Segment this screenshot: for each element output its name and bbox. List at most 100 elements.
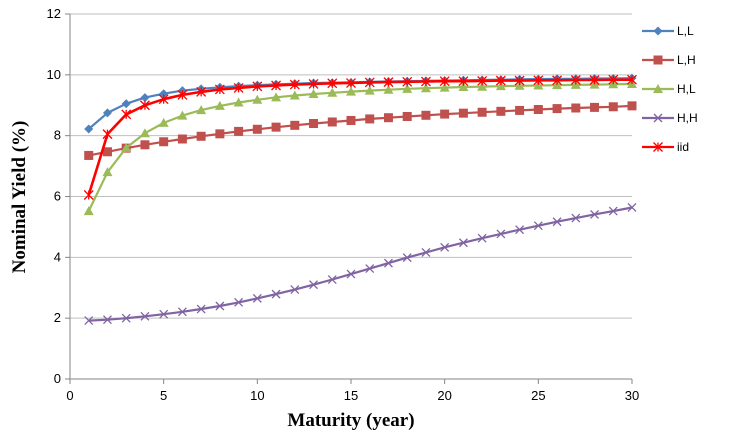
data-point-h-h <box>365 264 375 274</box>
data-point-h-h <box>177 307 187 317</box>
data-point-iid <box>570 75 581 85</box>
data-point-iid <box>514 75 525 86</box>
data-point-h-l <box>458 82 469 91</box>
data-point-iid <box>271 80 282 91</box>
data-point-l-h <box>140 140 150 150</box>
y-tick-label: 2 <box>54 310 61 325</box>
x-axis-title: Maturity (year) <box>287 410 414 431</box>
data-point-h-h <box>103 315 112 325</box>
data-point-l-h <box>552 104 562 114</box>
data-point-iid <box>533 75 544 86</box>
data-point-iid <box>233 82 244 93</box>
data-point-h-h <box>496 229 506 239</box>
data-point-iid <box>289 79 300 90</box>
data-point-h-l <box>233 97 244 107</box>
y-tick-label: 12 <box>47 6 61 21</box>
axes <box>65 13 633 384</box>
data-point-h-h <box>533 221 543 231</box>
data-point-iid <box>495 75 506 86</box>
x-tick-label: 30 <box>625 388 639 403</box>
data-point-l-h <box>421 110 431 120</box>
data-point-iid <box>608 74 619 85</box>
data-point-h-l <box>533 80 544 90</box>
legend-marker <box>653 84 663 93</box>
data-point-h-l <box>308 88 319 98</box>
data-point-l-h <box>440 109 450 119</box>
data-point-h-l <box>252 94 263 104</box>
legend: L,L L,H H,L H,H iid <box>642 24 698 154</box>
series-l-h <box>84 101 637 160</box>
series-line-h-l <box>87 82 633 212</box>
data-point-h-l <box>289 90 300 100</box>
data-point-iid <box>383 77 394 88</box>
y-axis-title: Nominal Yield (%) <box>9 121 30 274</box>
data-point-iid <box>346 78 356 89</box>
data-point-iid <box>252 81 263 92</box>
data-point-h-h <box>234 297 244 307</box>
legend-label: L,L <box>677 24 694 38</box>
data-point-h-h <box>477 233 487 243</box>
legend-label: L,H <box>677 53 696 67</box>
legend-label: H,H <box>677 111 698 125</box>
data-point-h-h <box>140 311 150 321</box>
data-point-h-h <box>515 225 525 235</box>
data-point-iid <box>327 78 338 89</box>
data-point-h-l <box>346 86 356 96</box>
data-point-h-l <box>383 84 394 94</box>
data-point-l-h <box>252 124 262 134</box>
data-point-h-h <box>627 202 637 212</box>
tick-labels: 0 2 4 6 8 10 12 0 5 10 15 20 25 30 <box>47 6 640 403</box>
data-point-iid <box>139 100 150 111</box>
data-point-l-h <box>590 102 600 112</box>
gridlines <box>70 13 632 319</box>
data-point-h-l <box>327 87 338 97</box>
series-h-h <box>84 202 637 326</box>
data-point-h-l <box>158 117 169 127</box>
data-point-l-h <box>402 112 412 122</box>
data-point-iid <box>121 109 132 120</box>
data-point-l-h <box>309 119 319 128</box>
legend-marker <box>653 55 663 65</box>
data-point-h-h <box>159 309 169 319</box>
series-line-l-h <box>88 104 633 157</box>
data-point-l-h <box>234 126 244 136</box>
data-point-h-h <box>290 285 300 295</box>
series-line-iid <box>87 78 632 196</box>
series-layer <box>83 73 637 326</box>
x-tick-label: 0 <box>66 388 73 403</box>
data-point-h-l <box>495 81 506 91</box>
data-point-h-h <box>608 206 618 216</box>
series-iid <box>83 74 637 200</box>
data-point-l-h <box>627 101 637 111</box>
data-point-l-h <box>365 114 375 124</box>
y-tick-label: 6 <box>54 189 61 204</box>
data-point-iid <box>364 77 375 88</box>
legend-item-h-l: H,L <box>642 82 696 96</box>
data-point-l-h <box>177 134 187 144</box>
x-tick-label: 15 <box>344 388 358 403</box>
data-point-h-l <box>402 83 413 93</box>
data-point-l-h <box>515 105 525 115</box>
legend-label: H,L <box>677 82 696 96</box>
data-point-h-h <box>121 313 131 323</box>
data-point-h-l <box>214 100 225 110</box>
data-point-iid <box>458 76 469 87</box>
data-point-iid <box>552 75 563 86</box>
data-point-h-h <box>271 289 281 299</box>
data-point-h-h <box>309 280 318 290</box>
legend-item-l-h: L,H <box>642 53 696 67</box>
data-point-h-h <box>196 304 206 314</box>
data-point-h-l <box>477 81 488 91</box>
data-point-l-h <box>84 150 94 160</box>
data-point-h-h <box>458 238 468 248</box>
data-point-h-h <box>402 253 412 263</box>
data-point-l-l <box>121 99 131 109</box>
data-point-iid <box>214 84 225 95</box>
data-point-h-h <box>384 258 393 268</box>
data-point-l-h <box>215 129 225 139</box>
data-point-l-h <box>608 102 618 112</box>
data-point-h-h <box>252 293 262 303</box>
data-point-h-h <box>421 248 431 257</box>
data-point-h-h <box>215 301 225 311</box>
